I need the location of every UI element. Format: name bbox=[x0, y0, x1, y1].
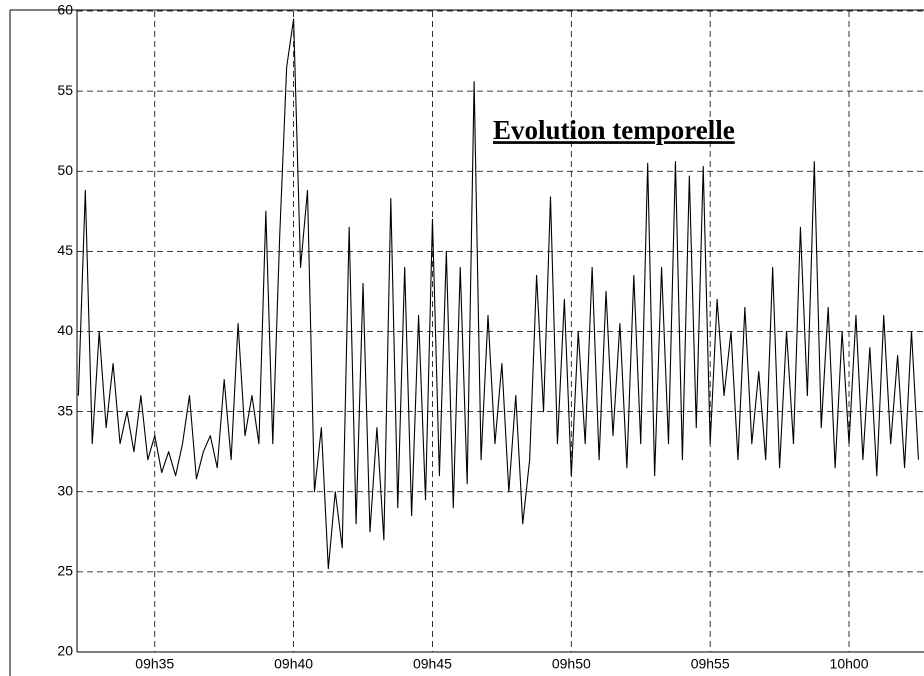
x-tick-label: 10h00 bbox=[830, 656, 869, 672]
x-tick-label: 09h45 bbox=[413, 656, 452, 672]
y-tick-label: 60 bbox=[57, 2, 73, 18]
y-tick-label: 20 bbox=[57, 643, 73, 659]
y-tick-label: 50 bbox=[57, 162, 73, 178]
y-tick-label: 55 bbox=[57, 82, 73, 98]
data-line bbox=[77, 18, 919, 570]
y-tick-label: 25 bbox=[57, 563, 73, 579]
x-tick-label: 09h35 bbox=[135, 656, 174, 672]
y-tick-label: 45 bbox=[57, 242, 73, 258]
x-tick-label: 09h40 bbox=[274, 656, 313, 672]
y-tick-label: 40 bbox=[57, 322, 73, 338]
chart-title: Evolution temporelle bbox=[493, 115, 735, 145]
x-tick-label: 09h50 bbox=[552, 656, 591, 672]
y-tick-label: 30 bbox=[57, 482, 73, 498]
x-tick-label: 09h55 bbox=[691, 656, 730, 672]
y-tick-label: 35 bbox=[57, 402, 73, 418]
